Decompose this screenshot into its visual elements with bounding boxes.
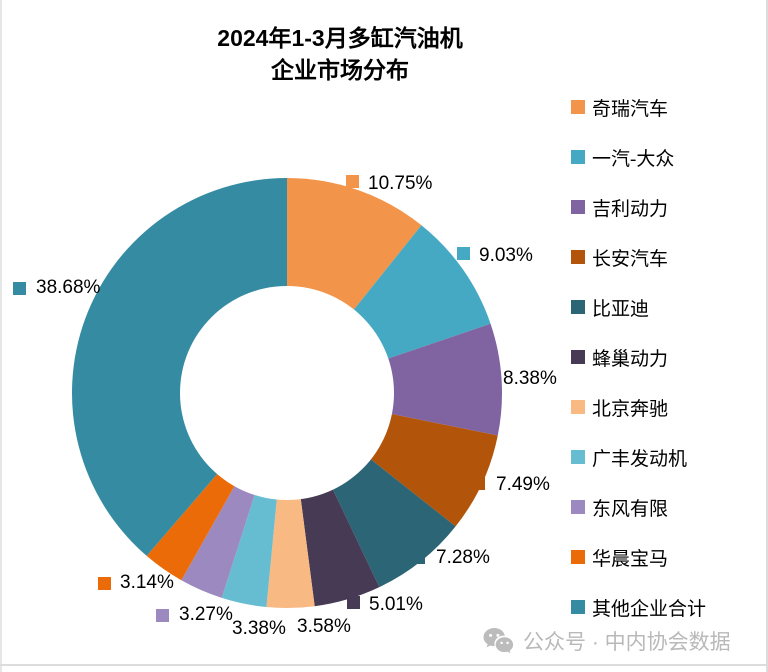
legend-swatch-吉利动力 — [571, 200, 585, 214]
legend-label-比亚迪: 比亚迪 — [592, 298, 650, 320]
data-label-比亚迪: 7.28% — [436, 547, 490, 568]
data-label-吉利动力: 8.38% — [503, 368, 557, 389]
legend-swatch-奇瑞汽车 — [571, 100, 585, 114]
page-edge-left — [0, 0, 2, 672]
legend-label-奇瑞汽车: 奇瑞汽车 — [592, 98, 669, 120]
legend-swatch-广丰发动机 — [571, 450, 585, 464]
legend-swatch-华晨宝马 — [571, 550, 585, 564]
data-label-key-奇瑞汽车 — [346, 175, 359, 188]
legend-item-吉利动力: 吉利动力 — [571, 196, 706, 220]
watermark-text: 公众号 · 中内协会数据 — [523, 631, 731, 654]
legend-label-华晨宝马: 华晨宝马 — [592, 548, 669, 570]
legend-item-东风有限: 东风有限 — [571, 496, 706, 520]
legend-swatch-长安汽车 — [571, 250, 585, 264]
legend-swatch-蜂巢动力 — [571, 350, 585, 364]
legend-item-奇瑞汽车: 奇瑞汽车 — [571, 96, 706, 120]
data-label-一汽-大众: 9.03% — [479, 245, 533, 266]
legend-label-长安汽车: 长安汽车 — [592, 248, 669, 270]
legend-swatch-东风有限 — [571, 500, 585, 514]
data-label-key-其他企业合计 — [13, 282, 26, 295]
data-label-广丰发动机: 3.38% — [232, 618, 286, 639]
page-edge-right — [766, 0, 768, 672]
data-label-key-东风有限 — [156, 609, 169, 622]
pie-slice-吉利动力 — [287, 323, 503, 436]
pie-slice-其他企业合计 — [71, 178, 287, 556]
legend-label-其他企业合计: 其他企业合计 — [592, 598, 707, 620]
legend-item-广丰发动机: 广丰发动机 — [571, 446, 706, 470]
donut-hole — [180, 286, 394, 500]
legend-swatch-北京奔驰 — [571, 400, 585, 414]
data-label-key-一汽-大众 — [457, 247, 470, 260]
data-label-key-比亚迪 — [412, 551, 425, 564]
data-label-北京奔驰: 3.58% — [297, 616, 351, 637]
data-label-东风有限: 3.27% — [179, 604, 233, 625]
legend-label-北京奔驰: 北京奔驰 — [592, 398, 669, 420]
legend-swatch-一汽-大众 — [571, 150, 585, 164]
legend-item-华晨宝马: 华晨宝马 — [571, 546, 706, 570]
data-label-奇瑞汽车: 10.75% — [368, 173, 433, 194]
legend-label-东风有限: 东风有限 — [592, 498, 669, 520]
legend-label-吉利动力: 吉利动力 — [592, 198, 669, 220]
legend-swatch-比亚迪 — [571, 300, 585, 314]
legend-label-蜂巢动力: 蜂巢动力 — [592, 348, 669, 370]
legend-item-其他企业合计: 其他企业合计 — [571, 596, 707, 620]
page-edge-bottom — [0, 664, 768, 666]
data-label-华晨宝马: 3.14% — [120, 572, 174, 593]
legend-item-一汽-大众: 一汽-大众 — [571, 146, 706, 170]
chart-title-line1: 2024年1-3月多缸汽油机 — [217, 25, 463, 51]
legend-item-北京奔驰: 北京奔驰 — [571, 396, 706, 420]
data-label-key-华晨宝马 — [98, 577, 111, 590]
legend-item-蜂巢动力: 蜂巢动力 — [571, 346, 706, 370]
legend-item-长安汽车: 长安汽车 — [571, 246, 706, 270]
legend-label-一汽-大众: 一汽-大众 — [592, 148, 675, 170]
data-label-其他企业合计: 38.68% — [36, 277, 101, 298]
legend-item-比亚迪: 比亚迪 — [571, 296, 706, 320]
chart-title-line2: 企业市场分布 — [271, 57, 409, 83]
wechat-icon — [483, 628, 514, 654]
pie-slice-北京奔驰 — [266, 393, 315, 608]
data-label-长安汽车: 7.49% — [496, 474, 550, 495]
chart-title: 2024年1-3月多缸汽油机 企业市场分布 — [0, 22, 680, 86]
legend: 奇瑞汽车一汽-大众吉利动力长安汽车比亚迪蜂巢动力北京奔驰广丰发动机东风有限华晨宝… — [571, 96, 706, 646]
data-label-key-长安汽车 — [472, 477, 485, 490]
legend-swatch-其他企业合计 — [571, 600, 585, 614]
data-label-蜂巢动力: 5.01% — [369, 594, 423, 615]
data-label-key-蜂巢动力 — [347, 596, 360, 609]
legend-label-广丰发动机: 广丰发动机 — [592, 448, 688, 470]
watermark: 公众号 · 中内协会数据 — [483, 626, 731, 656]
